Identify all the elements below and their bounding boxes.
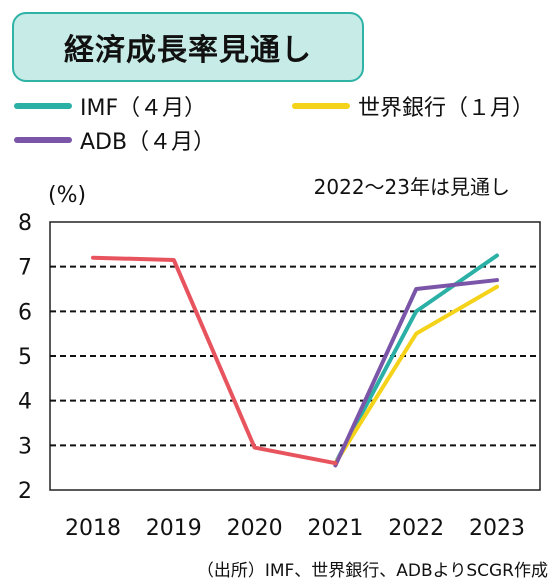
y-tick-label-8: 8 bbox=[18, 211, 32, 236]
x-tick-label-2022: 2022 bbox=[388, 516, 444, 541]
y-tick-label-3: 3 bbox=[18, 434, 32, 459]
forecast-note: 2022～23年は見通し bbox=[314, 175, 510, 199]
legend-swatch-world-bank bbox=[292, 103, 350, 109]
y-tick-label-5: 5 bbox=[18, 345, 32, 370]
y-tick-label-7: 7 bbox=[18, 256, 32, 281]
legend-label-world-bank: 世界銀行（１月） bbox=[358, 96, 535, 121]
series-line-1 bbox=[333, 284, 499, 466]
legend-item-adb: ADB（４月） bbox=[14, 124, 215, 156]
history-line bbox=[91, 255, 338, 466]
y-tick-label-6: 6 bbox=[18, 300, 32, 325]
chart-title: 経済成長率見通し bbox=[64, 33, 312, 68]
legend: IMF（４月） 世界銀行（１月） ADB（４月） bbox=[0, 88, 557, 158]
title-box: 経済成長率見通し bbox=[12, 12, 364, 82]
x-tick-label-2019: 2019 bbox=[146, 516, 202, 541]
y-tick-label-4: 4 bbox=[18, 390, 32, 415]
y-unit-label: (%) bbox=[48, 183, 86, 208]
legend-swatch-adb bbox=[14, 137, 72, 143]
y-tick-label-2: 2 bbox=[18, 479, 32, 504]
x-tick-label-2018: 2018 bbox=[65, 516, 121, 541]
legend-item-imf: IMF（４月） bbox=[14, 90, 206, 122]
series-line-0 bbox=[333, 253, 499, 466]
series-line-2 bbox=[333, 278, 499, 468]
legend-swatch-imf bbox=[14, 103, 72, 109]
legend-item-world-bank: 世界銀行（１月） bbox=[292, 90, 534, 122]
source-note: （出所）IMF、世界銀行、ADBよりSCGR作成 bbox=[197, 561, 548, 581]
x-tick-label-2023: 2023 bbox=[469, 516, 525, 541]
legend-label-imf: IMF（４月） bbox=[80, 96, 207, 121]
x-tick-label-2021: 2021 bbox=[307, 516, 363, 541]
x-tick-label-2020: 2020 bbox=[227, 516, 283, 541]
legend-label-adb: ADB（４月） bbox=[80, 130, 216, 155]
